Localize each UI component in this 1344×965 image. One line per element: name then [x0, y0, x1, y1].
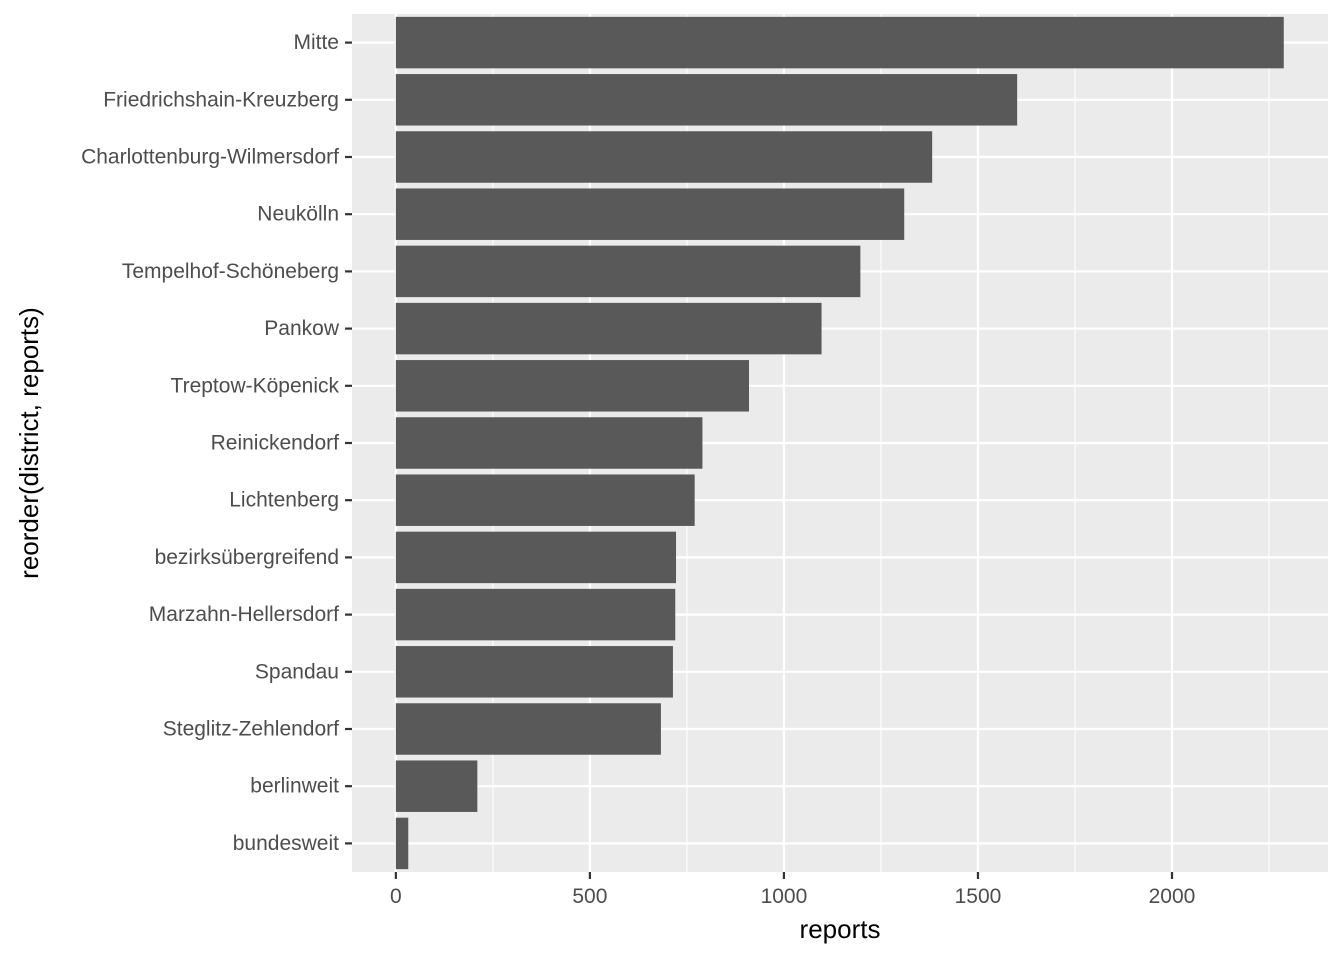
x-tick-label: 1500	[955, 885, 1002, 908]
y-tick-label: Pankow	[264, 317, 340, 340]
x-tick-label: 1000	[761, 885, 808, 908]
y-tick-label: bundesweit	[233, 832, 339, 855]
bar-1	[395, 74, 1018, 126]
bar-9	[395, 531, 677, 584]
y-axis-title: reorder(district, reports)	[14, 307, 44, 579]
bar-0	[395, 16, 1284, 69]
bar-6	[395, 360, 749, 412]
y-tick-label: Charlottenburg-Wilmersdorf	[81, 146, 339, 169]
x-axis-ticks: 0 500 1000 1500 2000	[390, 872, 1195, 908]
y-tick-label: Friedrichshain-Kreuzberg	[103, 88, 339, 111]
bar-12	[395, 703, 661, 755]
bar-13	[395, 760, 478, 812]
y-tick-label: Steglitz-Zehlendorf	[163, 718, 339, 741]
x-axis-title: reports	[800, 914, 881, 944]
bar-14	[395, 817, 409, 870]
y-tick-label: berlinweit	[250, 775, 339, 798]
bar-2	[395, 131, 933, 183]
y-tick-label: Lichtenberg	[229, 489, 339, 512]
bars	[395, 16, 1284, 870]
y-axis-ticks: Mitte Friedrichshain-Kreuzberg Charlottenb…	[81, 31, 352, 855]
x-tick-label: 0	[390, 885, 402, 908]
x-tick-label: 500	[572, 885, 607, 908]
y-tick-label: Neukölln	[257, 203, 339, 226]
bar-8	[395, 474, 695, 526]
bar-3	[395, 188, 905, 240]
bar-10	[395, 588, 676, 641]
y-tick-label: Reinickendorf	[211, 432, 340, 455]
y-tick-label: bezirksübergreifend	[155, 546, 339, 569]
y-tick-label: Marzahn-Hellersdorf	[149, 603, 339, 626]
y-tick-label: Mitte	[293, 31, 339, 54]
bar-11	[395, 646, 673, 698]
y-tick-label: Spandau	[255, 660, 339, 683]
y-tick-label: Tempelhof-Schöneberg	[122, 260, 339, 283]
bar-4	[395, 245, 861, 298]
bar-5	[395, 302, 822, 355]
x-tick-label: 2000	[1149, 885, 1196, 908]
bar-7	[395, 417, 703, 469]
y-tick-label: Treptow-Köpenick	[171, 374, 340, 397]
